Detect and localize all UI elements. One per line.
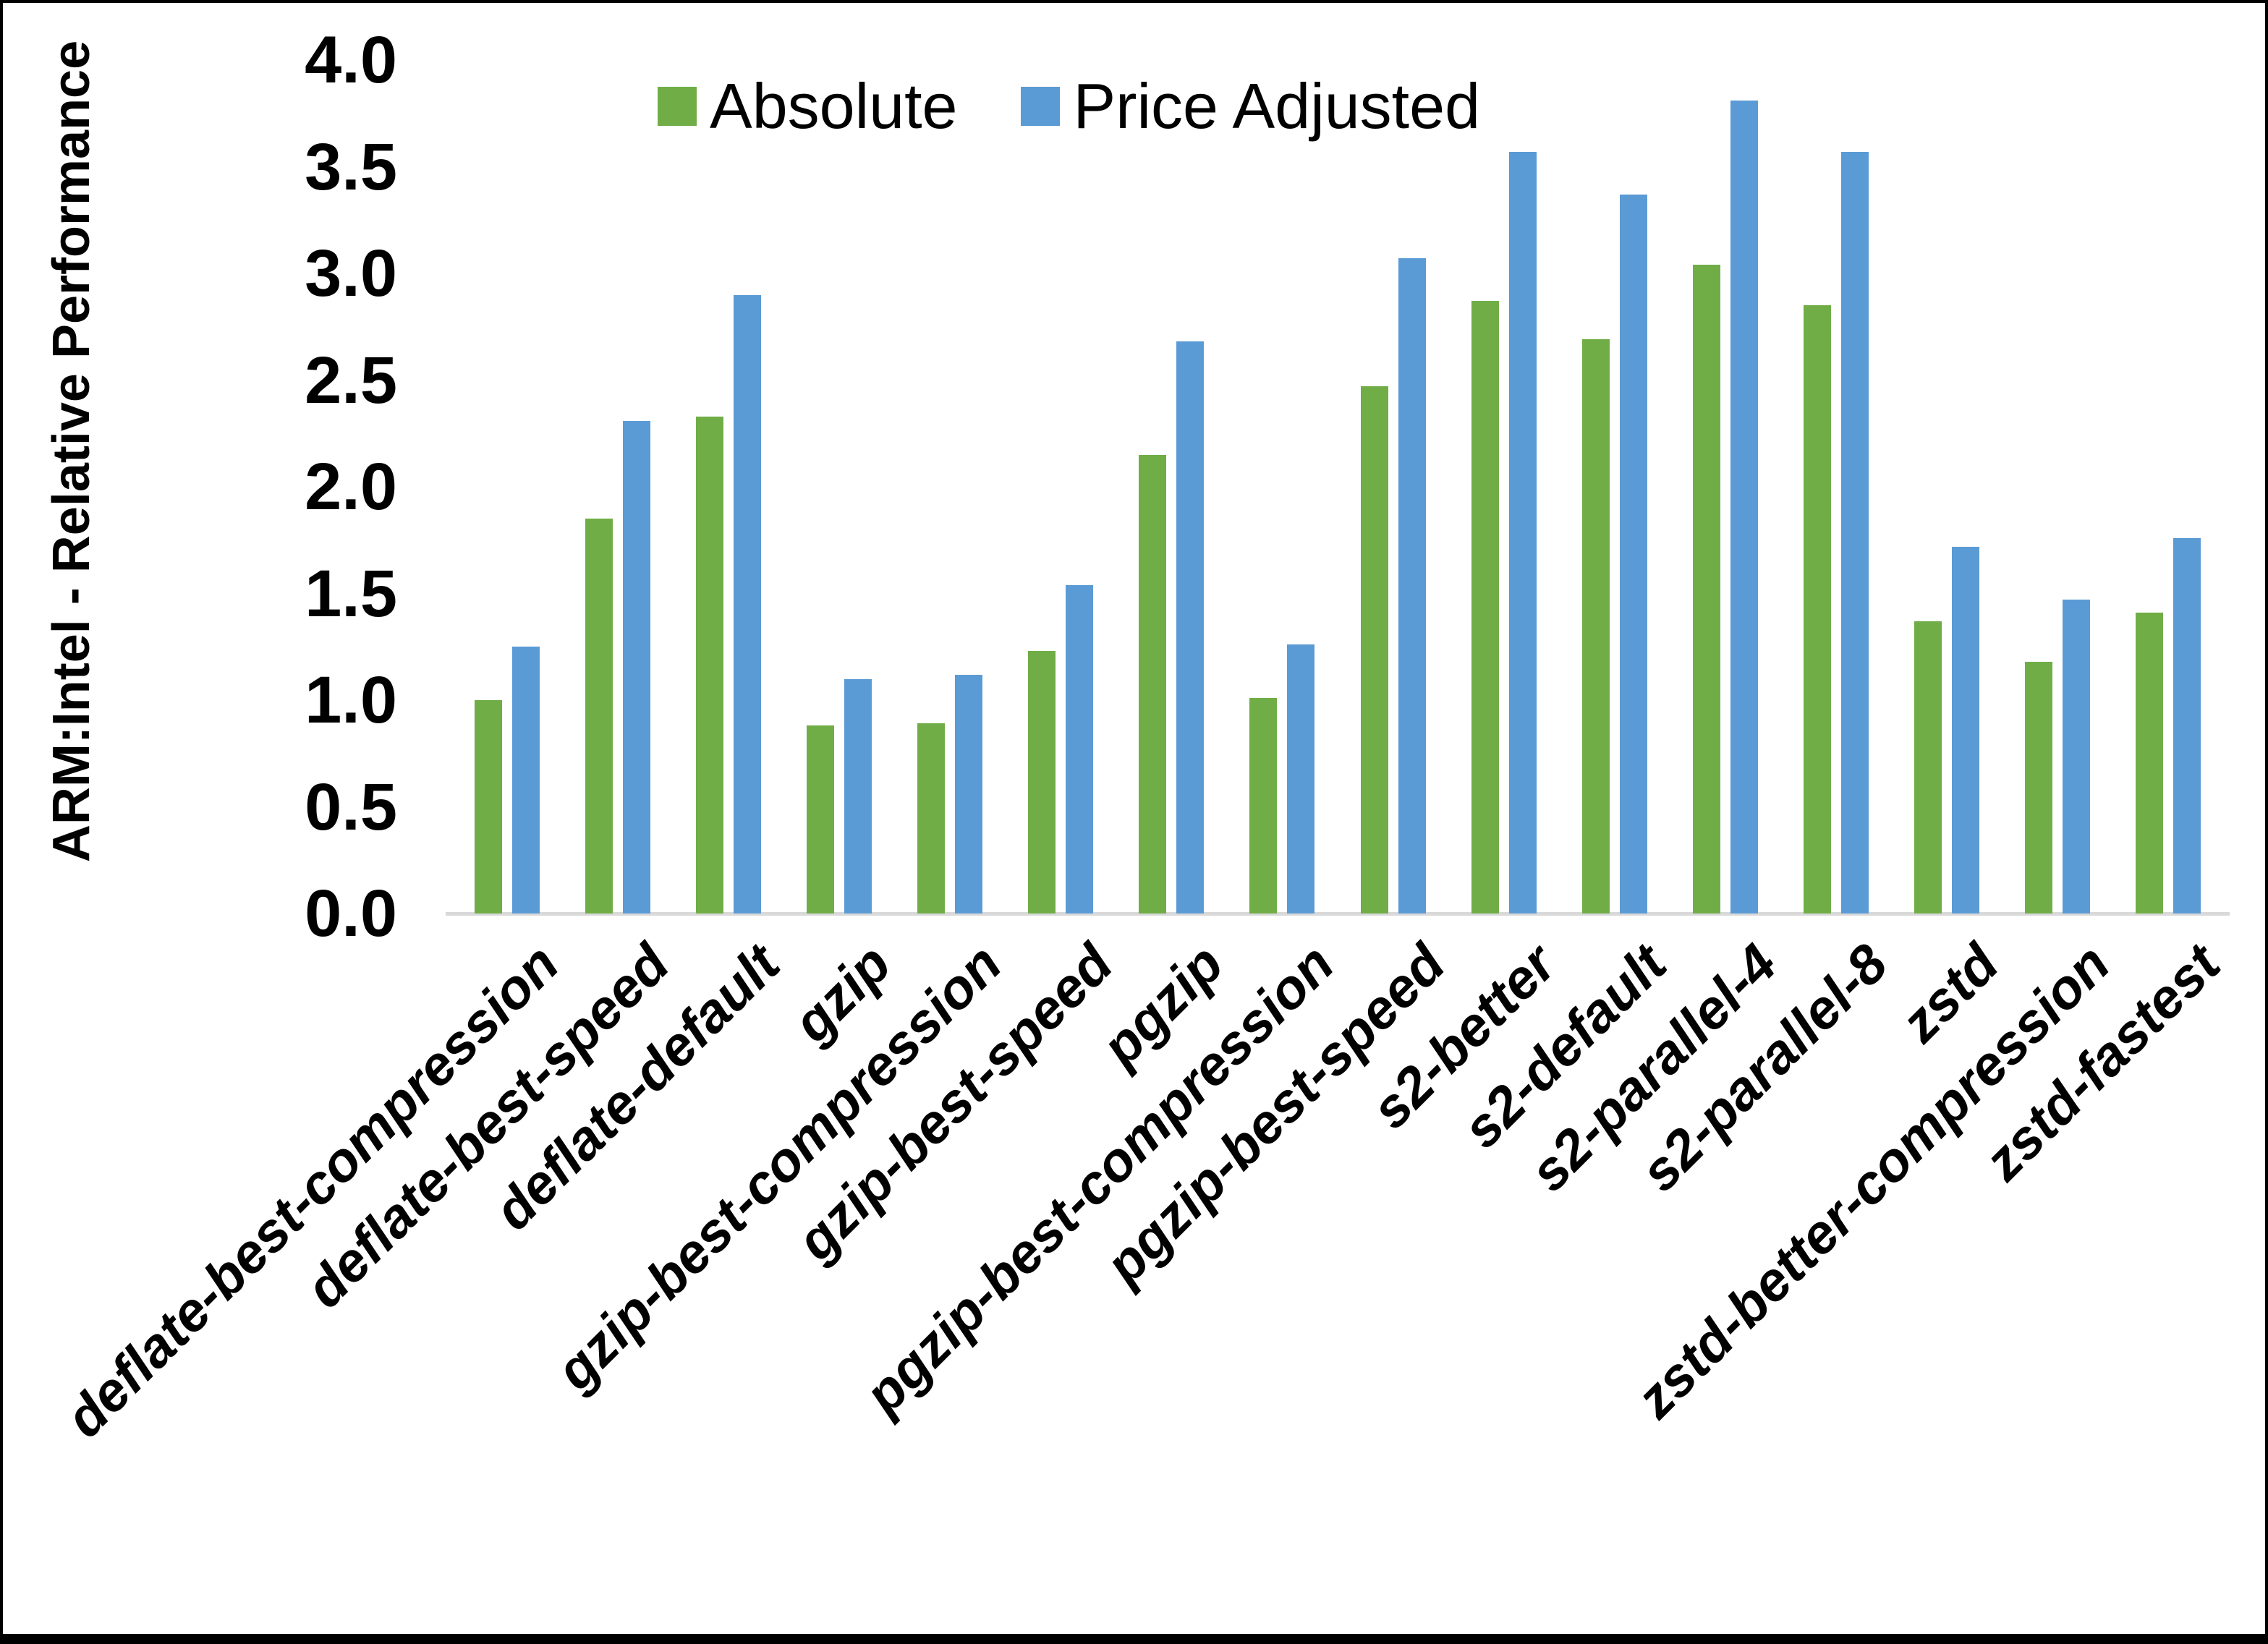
price-adjusted-series-swatch-icon bbox=[1021, 87, 1061, 126]
bar-price-adjusted-pgzip-best-compression bbox=[1287, 644, 1315, 913]
bar-price-adjusted-gzip-best-speed bbox=[1066, 584, 1094, 913]
bar-price-adjusted-pgzip bbox=[1176, 341, 1205, 913]
y-axis-title: ARM:Intel - Relative Performance bbox=[43, 40, 101, 863]
legend-item-absolute: Absolute bbox=[658, 69, 957, 143]
bar-price-adjusted-zstd-fastest bbox=[2173, 537, 2201, 913]
plot-area bbox=[446, 60, 2230, 916]
bar-price-adjusted-gzip bbox=[844, 678, 872, 913]
bar-group-deflate-default bbox=[673, 60, 783, 913]
y-tick-label-1.5: 1.5 bbox=[305, 556, 397, 631]
bar-absolute-deflate-best-compression bbox=[474, 700, 502, 913]
bar-groups bbox=[451, 60, 2224, 913]
bar-absolute-s2-parallel-4 bbox=[1692, 265, 1720, 913]
bar-group-gzip-best-compression bbox=[895, 60, 1006, 913]
bar-price-adjusted-s2-default bbox=[1619, 194, 1647, 913]
bar-price-adjusted-s2-parallel-4 bbox=[1730, 101, 1758, 913]
bar-group-zstd-better-compression bbox=[2002, 60, 2113, 913]
bar-group-pgzip-best-speed bbox=[1338, 60, 1448, 913]
bar-price-adjusted-deflate-best-compression bbox=[511, 647, 540, 913]
bar-absolute-pgzip bbox=[1139, 454, 1167, 913]
bar-price-adjusted-deflate-default bbox=[733, 294, 761, 913]
bar-group-pgzip bbox=[1116, 60, 1227, 913]
bar-price-adjusted-deflate-best-speed bbox=[622, 420, 650, 913]
y-tick-label-2.0: 2.0 bbox=[305, 450, 397, 524]
bar-price-adjusted-s2-parallel-8 bbox=[1841, 151, 1869, 913]
y-tick-label-3.0: 3.0 bbox=[305, 237, 397, 310]
bar-absolute-s2-default bbox=[1581, 339, 1610, 913]
bar-absolute-gzip-best-speed bbox=[1028, 651, 1056, 913]
y-tick-label-4.0: 4.0 bbox=[305, 23, 397, 97]
bar-group-s2-better bbox=[1448, 60, 1559, 913]
y-tick-label-0.0: 0.0 bbox=[305, 877, 397, 950]
y-tick-label-1.0: 1.0 bbox=[305, 663, 397, 737]
bar-price-adjusted-gzip-best-compression bbox=[955, 674, 983, 913]
bar-price-adjusted-zstd-better-compression bbox=[2063, 600, 2091, 913]
bar-absolute-deflate-default bbox=[695, 416, 723, 913]
bar-absolute-zstd-better-compression bbox=[2025, 661, 2053, 913]
bar-absolute-pgzip-best-compression bbox=[1249, 698, 1278, 913]
bar-group-deflate-best-compression bbox=[451, 60, 562, 913]
bar-absolute-zstd bbox=[1914, 621, 1942, 913]
bar-group-s2-default bbox=[1559, 60, 1670, 913]
bar-absolute-s2-parallel-8 bbox=[1804, 305, 1832, 913]
y-tick-label-3.5: 3.5 bbox=[305, 129, 397, 204]
bar-group-pgzip-best-compression bbox=[1227, 60, 1338, 913]
bar-group-gzip bbox=[783, 60, 894, 913]
legend: Absolute Price Adjusted bbox=[658, 69, 1480, 143]
legend-item-price-adjusted: Price Adjusted bbox=[1021, 69, 1480, 143]
y-tick-label-0.5: 0.5 bbox=[305, 770, 397, 844]
bar-absolute-gzip-best-compression bbox=[917, 723, 946, 913]
bar-group-gzip-best-speed bbox=[1006, 60, 1116, 913]
bar-group-s2-parallel-8 bbox=[1781, 60, 1892, 913]
bar-absolute-deflate-best-speed bbox=[585, 519, 613, 913]
bar-absolute-zstd-fastest bbox=[2136, 613, 2164, 913]
legend-label-absolute: Absolute bbox=[710, 70, 958, 142]
bar-group-zstd bbox=[1892, 60, 2002, 913]
bar-group-s2-parallel-4 bbox=[1670, 60, 1780, 913]
bar-absolute-pgzip-best-speed bbox=[1360, 386, 1388, 913]
bar-group-zstd-fastest bbox=[2113, 60, 2224, 913]
absolute-series-swatch-icon bbox=[658, 87, 697, 126]
bar-price-adjusted-s2-better bbox=[1508, 151, 1537, 913]
legend-label-price-adjusted: Price Adjusted bbox=[1073, 70, 1481, 142]
bar-absolute-s2-better bbox=[1471, 301, 1499, 913]
x-axis-line bbox=[446, 912, 2230, 916]
bar-price-adjusted-zstd bbox=[1952, 546, 1980, 913]
bar-price-adjusted-pgzip-best-speed bbox=[1398, 258, 1426, 913]
bar-group-deflate-best-speed bbox=[562, 60, 673, 913]
y-tick-label-2.5: 2.5 bbox=[305, 343, 397, 417]
bar-absolute-gzip bbox=[806, 725, 834, 913]
